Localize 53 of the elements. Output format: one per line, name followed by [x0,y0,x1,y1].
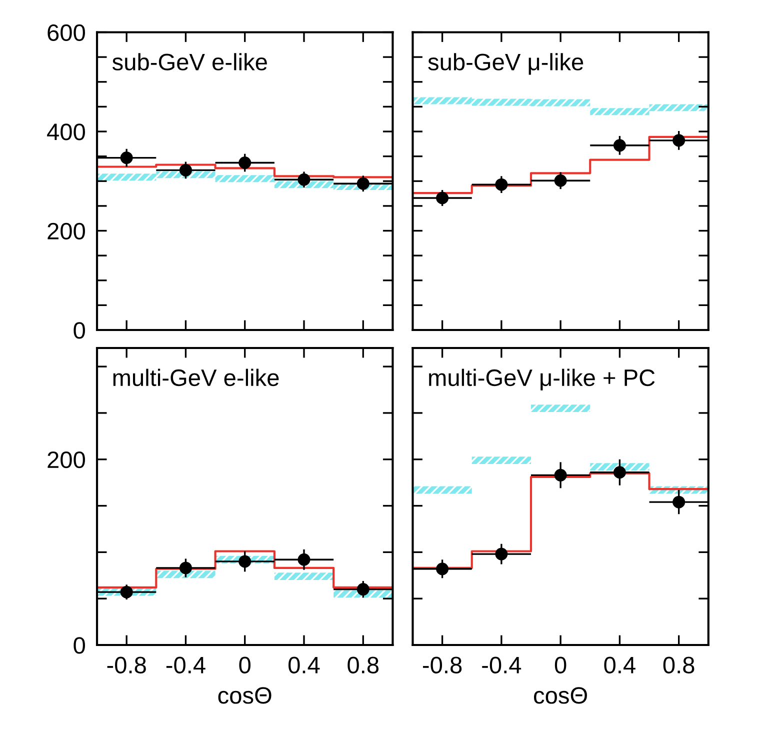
point [238,555,252,568]
bar [215,175,274,182]
bar [274,572,334,580]
x-tick-label: 0 [239,656,251,674]
x-tick-label: -0.4 [482,656,522,674]
text: multi-GeV e-like [113,368,279,386]
x-tick-label: 0.8 [348,656,379,674]
point [238,156,252,170]
x-tick-label: 0.8 [663,656,694,674]
point [672,134,686,147]
point [436,562,449,576]
bar [97,174,156,181]
point [120,586,133,598]
point [179,164,192,176]
y-tick-label: 0 [74,637,85,654]
point [298,173,310,186]
point [356,583,370,596]
bar [590,108,650,116]
y-tick-label: 200 [48,222,85,240]
bar [649,104,708,112]
x-tick-label: 0.4 [604,656,636,674]
point [436,192,449,204]
x-axis-title: cosΘ [534,687,587,704]
point [554,468,567,482]
text: sub-GeV e-like [112,53,267,70]
x-tick-label: -0.8 [107,656,146,674]
point [179,562,192,574]
bar [412,97,472,104]
point [356,177,370,190]
bar [530,404,590,412]
x-axis-title: cosΘ [218,687,272,704]
point [672,496,686,508]
y-tick-label: 600 [48,24,85,42]
point [613,139,626,152]
bar [472,98,531,106]
text: multi-GeV μ-like + PC [429,368,655,390]
y-tick-label: 0 [74,322,85,339]
x-tick-label: -0.4 [166,656,206,674]
point [495,178,508,191]
point [613,466,626,479]
bar [530,99,590,106]
point [495,548,508,560]
bar [412,486,472,494]
point [298,553,310,566]
x-tick-label: 0.4 [288,656,320,674]
y-tick-label: 400 [47,124,85,140]
bar [472,456,531,464]
x-tick-label: 0 [554,656,566,674]
text: sub-GeV μ-like [428,53,584,75]
point [554,174,567,187]
y-tick-label: 200 [48,451,85,468]
x-tick-label: -0.8 [422,656,462,674]
point [120,152,133,164]
